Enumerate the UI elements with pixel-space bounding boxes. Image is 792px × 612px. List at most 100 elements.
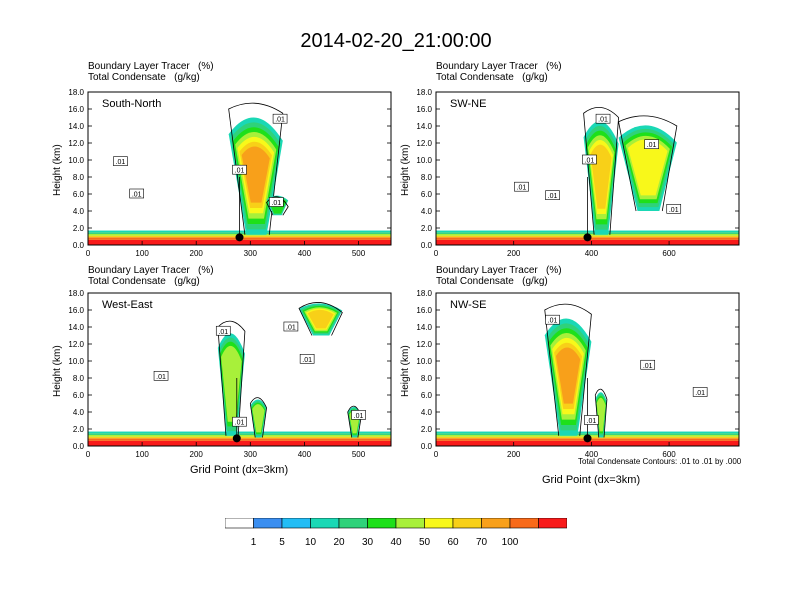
x-tick-label: 0 [434,249,439,258]
condensate-contour [544,303,592,436]
colorbar-label: 70 [475,537,488,548]
contour-label-text: .01 [598,117,608,124]
panel-header: Boundary Layer Tracer (%) Total Condensa… [436,61,562,83]
boundary-layer-band [88,440,391,446]
tracer-plume [618,115,678,212]
contour-label: .01 [514,181,529,192]
x-axis-label: Grid Point (dx=3km) [190,464,289,476]
boundary-layer-band [436,239,739,245]
x-tick-label: 0 [434,450,439,459]
plot-west-east: .01 .01 .01 .01 .01 .01 0.0 2.0 4.0 6.0 8.0 10.0 12.… [68,289,392,459]
header-line-condensate: Total Condensate (g/kg) [88,72,200,83]
plot-nw-se: .01 .01 .01 .01 0.0 2.0 4.0 6.0 8.0 10.0 12.0 14.0 1… [416,289,740,459]
contour-label-text: .01 [132,192,142,199]
x-tick-label: 500 [352,249,366,258]
plot-frame [87,292,392,447]
condensate-contour [594,388,608,438]
y-tick-label: 16.0 [416,306,432,315]
location-marker [583,233,592,242]
x-tick-label: 200 [190,450,204,459]
plot-frame [87,91,392,246]
main-title: 2014-02-20_21:00:00 [300,30,492,52]
contour-label-text: .01 [587,418,597,425]
boundary-layer-band [88,433,391,435]
y-tick-label: 18.0 [68,289,84,298]
colorbar-box [281,518,311,529]
x-tick-label: 0 [86,450,91,459]
y-tick-label: 4.0 [73,408,85,417]
condensate-contour [298,302,343,336]
colorbar-box [367,518,397,529]
y-tick-label: 4.0 [73,207,85,216]
tracer-plume [228,102,284,235]
y-axis-label: Height (km) [52,144,63,196]
y-tick-label: 8.0 [73,173,85,182]
x-tick-label: 200 [507,450,521,459]
panel-name: West-East [102,299,153,311]
contour-label: .01 [644,139,659,149]
x-tick-label: 400 [298,450,312,459]
y-tick-label: 12.0 [416,139,432,148]
y-axis-label: Height (km) [52,345,63,397]
contour-label-text: .01 [354,413,364,420]
y-tick-label: 4.0 [421,408,433,417]
plot-frame [435,91,740,246]
plume-level [596,397,606,432]
header-line-condensate: Total Condensate (g/kg) [436,276,548,287]
y-tick-label: 10.0 [416,156,432,165]
x-tick-label: 400 [585,249,599,258]
contour-label: .01 [232,164,247,175]
contour-label: .01 [666,204,682,214]
x-tick-label: 400 [585,450,599,459]
boundary-layer-band [88,239,391,245]
contour-note: Total Condensate Contours: .01 to .01 by… [578,457,742,466]
colorbar-box [338,518,368,529]
colorbar-label: 5 [279,537,285,548]
tracer-plume [298,302,343,336]
panel-header: Boundary Layer Tracer (%) Total Condensa… [436,265,562,287]
y-tick-label: 8.0 [421,374,433,383]
contour-label-text: .01 [585,158,595,165]
plume-level [307,309,334,329]
contour-label: .01 [153,371,169,381]
y-axis-label: Height (km) [400,345,411,397]
y-tick-label: 2.0 [73,425,85,434]
panel-header: Boundary Layer Tracer (%) Total Condensa… [88,61,214,83]
y-tick-label: 18.0 [416,88,432,97]
y-tick-label: 10.0 [68,156,84,165]
boundary-layer-band [436,440,739,446]
contour-label-text: .01 [286,325,296,332]
colorbar-label: 20 [333,537,345,548]
plume-level [627,139,668,196]
x-tick-label: 300 [244,249,258,258]
y-tick-label: 0.0 [421,241,433,250]
x-tick-label: 400 [298,249,312,258]
y-tick-label: 6.0 [73,391,85,400]
y-tick-label: 14.0 [416,323,432,332]
y-tick-label: 8.0 [73,374,85,383]
y-tick-label: 0.0 [421,442,433,451]
colorbar-box [395,518,425,529]
contour-label: .01 [640,359,656,370]
header-line-tracer: Boundary Layer Tracer (%) [436,265,562,276]
plot-sw-ne: .01 .01 .01 .01 .01 .01 0.0 2.0 4.0 6.0 8.0 10.0 12.… [416,88,740,258]
y-tick-label: 10.0 [68,357,84,366]
contour-label-text: .01 [235,168,245,175]
panel-name: South-North [102,98,161,110]
colorbar-box [424,518,454,529]
header-line-condensate: Total Condensate (g/kg) [88,276,200,287]
colorbar-box [253,518,283,529]
header-line-condensate: Total Condensate (g/kg) [436,72,548,83]
x-axis-label: Grid Point (dx=3km) [542,474,641,486]
y-tick-label: 6.0 [421,391,433,400]
contour-label-text: .01 [695,390,705,397]
contour-label-text: .01 [116,159,126,166]
contour-label: .01 [129,188,144,199]
boundary-layer-band [88,431,391,434]
x-tick-label: 0 [86,249,91,258]
x-tick-label: 600 [662,450,676,459]
x-tick-label: 600 [662,249,676,258]
colorbar-label: 50 [418,537,431,548]
contour-label: .01 [283,321,299,332]
y-tick-label: 0.0 [73,442,85,451]
